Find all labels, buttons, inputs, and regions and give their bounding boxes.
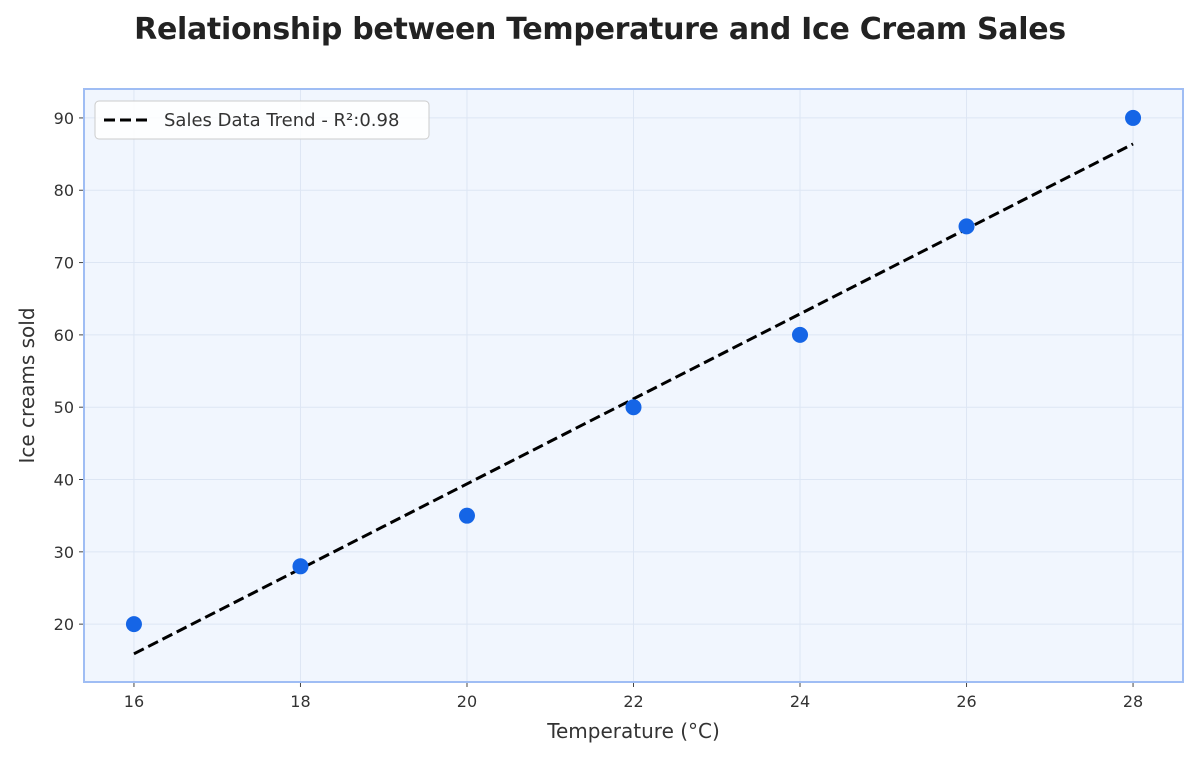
data-point [1125,109,1142,126]
x-tick-label: 16 [124,692,144,711]
legend-label-trend: Sales Data Trend - R²:0.98 [164,110,399,131]
plot-border [83,88,1184,683]
legend-box [94,100,430,140]
chart-title: Relationship between Temperature and Ice… [134,12,1066,47]
y-tick-label: 80 [54,181,74,200]
x-tick-label: 22 [623,692,643,711]
axes: 16 18 20 22 24 26 28 20 30 40 50 60 70 80 90 [54,109,1144,711]
data-point [792,326,809,343]
x-tick-label: 28 [1123,692,1143,711]
y-tick-label: 60 [54,326,74,345]
y-tick-label: 30 [54,543,74,562]
points-layer [125,109,1142,633]
y-tick-label: 70 [54,254,74,273]
y-tick-label: 40 [54,471,74,490]
x-tick-label: 26 [956,692,976,711]
data-point [458,507,475,524]
y-tick-label: 90 [54,109,74,128]
legend: Sales Data Trend - R²:0.98 [94,100,430,140]
y-tick-label: 50 [54,398,74,417]
y-axis-label: Ice creams sold [15,307,39,463]
x-tick-label: 18 [290,692,310,711]
x-tick-label: 20 [457,692,477,711]
data-point [625,399,642,416]
y-tick-label: 20 [54,615,74,634]
data-point [292,558,309,575]
x-axis-label: Temperature (°C) [546,719,720,743]
data-point [125,616,142,633]
data-point [958,218,975,235]
x-tick-label: 24 [790,692,810,711]
